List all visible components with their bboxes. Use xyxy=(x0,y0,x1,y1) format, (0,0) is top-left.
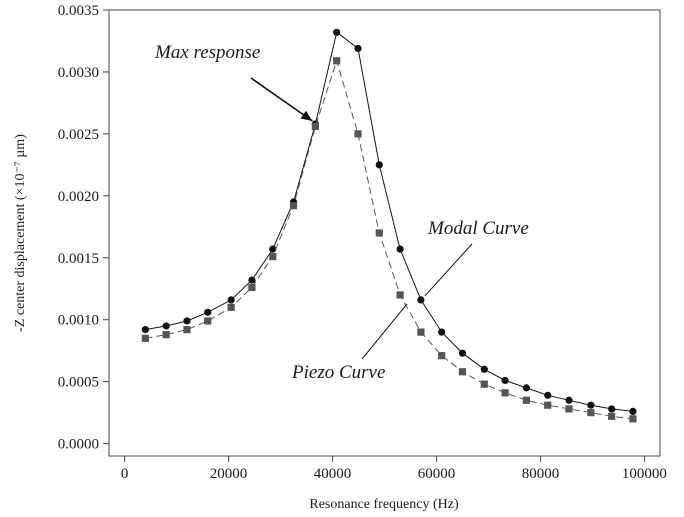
piezo-curve-point xyxy=(141,334,149,342)
y-tick-label: 0.0030 xyxy=(58,65,99,81)
piezo-curve-point xyxy=(204,317,212,325)
modal-curve-point xyxy=(608,405,616,413)
piezo-curve-point xyxy=(162,330,170,339)
piezo-curve-point xyxy=(608,412,616,420)
y-axis-title: -Z center displacement (×10⁻⁷ µm) xyxy=(13,134,28,332)
piezo-curve-point xyxy=(629,415,637,423)
modal-curve-point xyxy=(501,376,509,385)
plot-frame xyxy=(108,9,661,457)
modal-curve-point xyxy=(269,245,277,253)
piezo-curve-point xyxy=(248,283,256,292)
piezo-curve-leader-line xyxy=(361,303,408,360)
y-tick-label: 0.0035 xyxy=(58,3,99,19)
x-axis-title: Resonance frequency (Hz) xyxy=(309,497,459,512)
piezo-curve-point xyxy=(417,328,425,336)
modal-curve-point xyxy=(333,28,341,36)
modal-curve-point xyxy=(629,407,637,415)
max-response-arrow-shaft xyxy=(250,77,313,122)
piezo-curve-point xyxy=(269,252,277,261)
x-tick-label: 100000 xyxy=(622,466,667,482)
piezo-curve-point xyxy=(544,401,552,409)
annotation-max-response: Max response xyxy=(154,42,260,63)
modal-curve-point xyxy=(141,326,149,334)
x-tick-label: 0 xyxy=(121,466,129,482)
piezo-curve-point xyxy=(458,368,467,376)
y-axis: 0.0000 0.0005 0.0010 0.0015 0.0020 0.0025 0.00… xyxy=(58,3,109,453)
modal-curve-point xyxy=(522,384,531,392)
piezo-curve-point xyxy=(565,405,573,413)
piezo-curve-point xyxy=(587,409,595,417)
modal-curve-leader-line xyxy=(424,243,473,297)
modal-curve-point xyxy=(438,328,446,336)
x-tick-label: 80000 xyxy=(522,466,560,482)
piezo-curve-point xyxy=(289,202,298,210)
piezo-curve-point xyxy=(438,352,446,360)
piezo-curve-point xyxy=(522,396,531,404)
annotation-piezo-curve: Piezo Curve xyxy=(291,362,385,383)
y-tick-label: 0.0000 xyxy=(58,437,99,453)
modal-curve-point xyxy=(480,365,488,373)
modal-curve-point xyxy=(587,401,595,409)
piezo-curve-point xyxy=(333,57,341,65)
piezo-curve-line xyxy=(145,59,634,420)
modal-curve-point xyxy=(248,276,256,284)
max-response-arrow-head xyxy=(300,110,313,121)
piezo-curve-point xyxy=(501,389,509,397)
series-layer xyxy=(141,28,637,423)
modal-curve-point xyxy=(417,296,425,304)
modal-curve-point xyxy=(183,317,191,325)
x-tick-label: 40000 xyxy=(314,466,352,482)
modal-curve-point xyxy=(396,245,404,253)
x-tick-label: 60000 xyxy=(418,466,456,482)
modal-curve-point xyxy=(544,391,552,399)
y-tick-label: 0.0015 xyxy=(58,251,99,267)
x-axis: 0 20000 40000 60000 80000 100000 xyxy=(121,456,667,482)
modal-curve-point xyxy=(375,161,383,169)
piezo-curve-point xyxy=(396,291,404,299)
y-tick-label: 0.0010 xyxy=(58,313,99,329)
modal-curve-point xyxy=(354,44,362,53)
piezo-curve-point xyxy=(354,130,362,138)
piezo-curve-point xyxy=(311,122,319,131)
y-tick-label: 0.0005 xyxy=(58,375,99,391)
modal-curve-point xyxy=(565,396,573,404)
piezo-curve-point xyxy=(183,326,191,334)
modal-curve-point xyxy=(458,349,467,357)
x-tick-label: 20000 xyxy=(210,466,248,482)
annotation-modal-curve: Modal Curve xyxy=(427,218,529,239)
y-tick-label: 0.0025 xyxy=(58,127,99,143)
annotation-layer: Max response Modal Curve Piezo Curve xyxy=(154,42,529,383)
piezo-curve-point xyxy=(227,303,235,311)
modal-curve-line xyxy=(145,31,634,412)
piezo-curve-point xyxy=(480,380,488,388)
modal-curve-point xyxy=(162,322,170,330)
modal-curve-point xyxy=(227,296,235,304)
modal-curve-point xyxy=(204,308,212,316)
y-tick-label: 0.0020 xyxy=(58,189,99,205)
piezo-curve-point xyxy=(375,229,383,237)
